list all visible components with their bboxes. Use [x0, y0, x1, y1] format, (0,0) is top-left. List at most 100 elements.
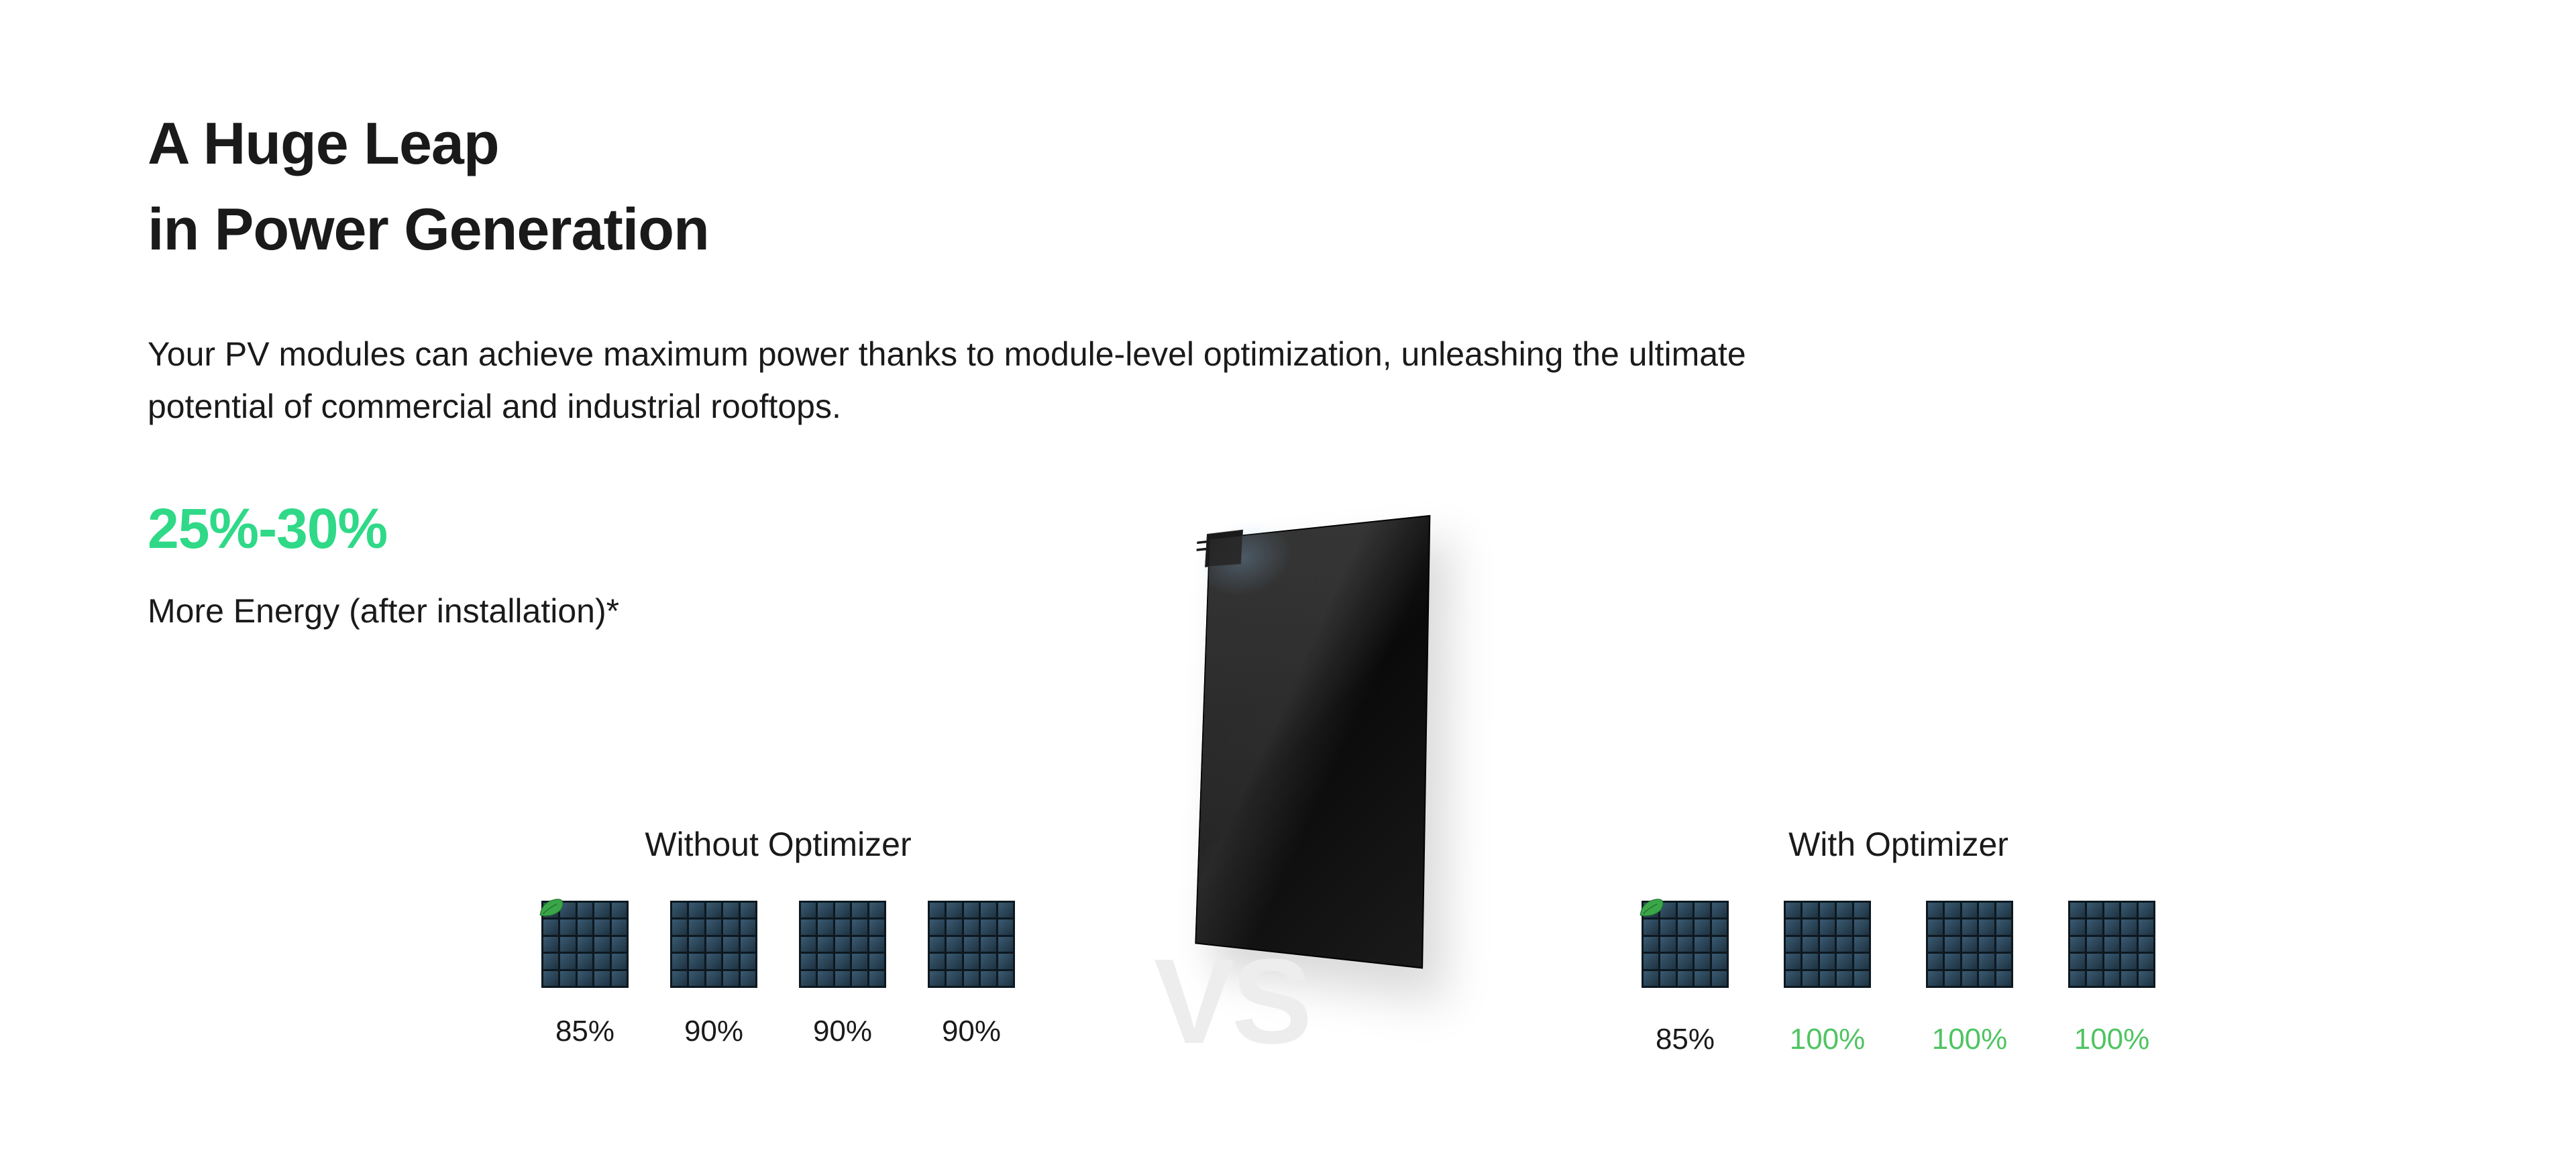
panel-cell [594, 937, 609, 952]
panel-cell [2139, 919, 2153, 934]
panel-cell [706, 937, 721, 952]
panel-cell [689, 903, 704, 917]
panel-cell [2070, 919, 2085, 934]
panel-cell [852, 903, 867, 917]
panel-cell [723, 937, 738, 952]
panel-cell [869, 937, 884, 952]
panel-cell [1945, 919, 1960, 934]
panel-cell [2070, 971, 2085, 986]
subheading: Your PV modules can achieve maximum powe… [148, 329, 1825, 433]
panel-item: 85% [541, 901, 629, 1048]
panel-cell [612, 954, 627, 968]
panel-cell [981, 903, 996, 917]
panel-item: 90% [928, 901, 1015, 1048]
mini-solar-panel-icon [1642, 901, 1729, 988]
panel-cell [2070, 903, 2085, 917]
panel-cell [2104, 903, 2119, 917]
panel-cell [2087, 971, 2102, 986]
panel-cell [1678, 954, 1693, 968]
panel-cell [1979, 919, 1994, 934]
panel-cell [1712, 971, 1727, 986]
panel-cell [1695, 919, 1709, 934]
panel-cell [998, 903, 1013, 917]
leaf-icon [1638, 895, 1666, 918]
vs-label: VS [1154, 932, 1309, 1071]
panel-cell [1996, 971, 2011, 986]
panel-cell [689, 919, 704, 934]
panel-cell [947, 937, 961, 952]
panel-percentage: 90% [942, 1015, 1001, 1048]
panel-cell [1837, 971, 1851, 986]
panel-cell [1945, 971, 1960, 986]
panel-cell [998, 919, 1013, 934]
panel-cell [930, 954, 945, 968]
panel-cell [869, 919, 884, 934]
panel-cell [1695, 903, 1709, 917]
panel-cell [578, 937, 592, 952]
panel-cell [852, 971, 867, 986]
panel-cell [1712, 919, 1727, 934]
panel-cell [543, 937, 558, 952]
panel-cell [741, 903, 755, 917]
panel-cell [1712, 937, 1727, 952]
optimizer-device-icon [1205, 530, 1243, 567]
panel-cell [1962, 919, 1977, 934]
panel-cell [612, 919, 627, 934]
panel-cell [543, 954, 558, 968]
panel-cell [835, 971, 850, 986]
leaf-icon [537, 895, 566, 918]
heading-line-2: in Power Generation [148, 196, 709, 262]
panel-cell [689, 971, 704, 986]
panel-cell [869, 954, 884, 968]
panel-cell [818, 937, 833, 952]
panel-cell [560, 954, 575, 968]
panel-cell [1644, 937, 1658, 952]
panel-cell [2121, 937, 2136, 952]
panel-cell [594, 919, 609, 934]
panel-cell [2121, 903, 2136, 917]
panel-cell [2139, 971, 2153, 986]
panel-cell [818, 919, 833, 934]
mini-solar-panel-icon [799, 901, 886, 988]
panel-cell [964, 971, 979, 986]
panel-cell [1837, 937, 1851, 952]
panel-cell [1854, 919, 1869, 934]
panel-cell [672, 971, 687, 986]
panel-cell [964, 937, 979, 952]
panel-cell [1837, 919, 1851, 934]
panel-cell [2121, 954, 2136, 968]
panel-cell [1695, 971, 1709, 986]
panel-percentage: 90% [813, 1015, 872, 1048]
panel-cell [835, 903, 850, 917]
solar-panel-icon [1195, 515, 1430, 969]
panel-cell [578, 919, 592, 934]
panel-cell [1820, 971, 1835, 986]
panel-cell [1644, 954, 1658, 968]
panel-cell [1660, 919, 1675, 934]
panel-cell [2070, 954, 2085, 968]
panel-cell [2087, 954, 2102, 968]
panel-cell [998, 971, 1013, 986]
panel-cell [1660, 954, 1675, 968]
panel-cell [1979, 903, 1994, 917]
panel-cell [1820, 919, 1835, 934]
panel-cell [1644, 919, 1658, 934]
panel-cell [1996, 937, 2011, 952]
comparison-with-row: 85%100%100%100% [1590, 901, 2207, 1056]
panel-item: 90% [670, 901, 757, 1048]
panel-cell [998, 954, 1013, 968]
panel-cell [1962, 954, 1977, 968]
panel-cell [869, 903, 884, 917]
panel-cell [560, 937, 575, 952]
panel-cell [852, 937, 867, 952]
panel-item: 85% [1642, 901, 1729, 1056]
mini-solar-panel-icon [1926, 901, 2013, 988]
panel-cell [1928, 971, 1943, 986]
panel-cell [741, 954, 755, 968]
mini-solar-panel-icon [541, 901, 629, 988]
panel-cell [2104, 937, 2119, 952]
comparison-without-title: Without Optimizer [493, 825, 1063, 864]
panel-cell [1854, 971, 1869, 986]
panel-cell [1803, 903, 1817, 917]
panel-cell [801, 903, 816, 917]
